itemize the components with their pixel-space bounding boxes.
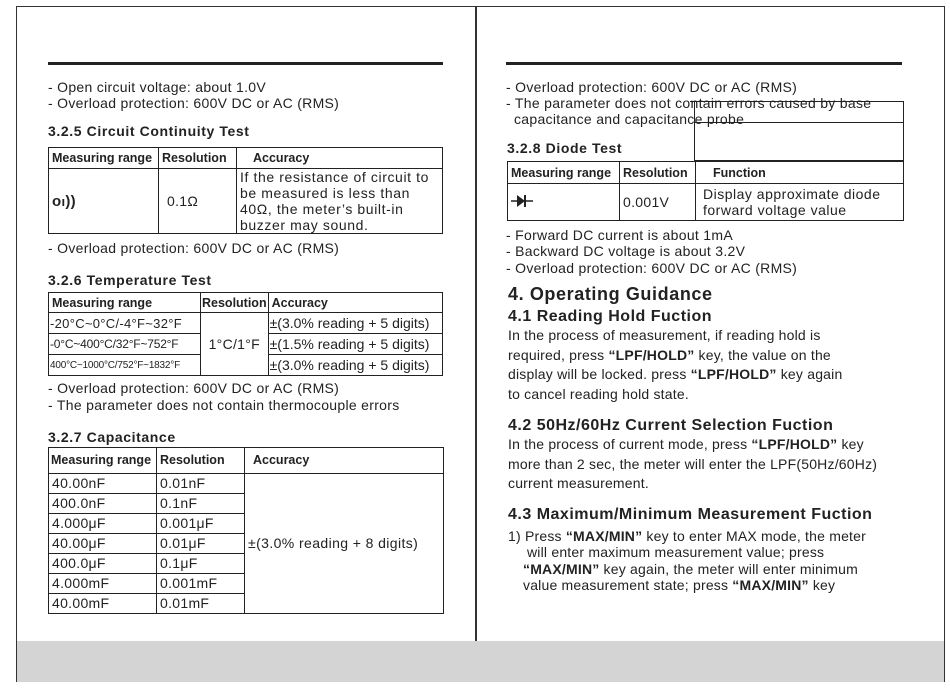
text-line: display will be locked. press “LPF/HOLD”… [508, 366, 843, 382]
header-cell: Measuring range [48, 447, 157, 474]
note-line: - Overload protection: 600V DC or AC (RM… [48, 380, 340, 396]
range-cell: 4.000μF [48, 512, 157, 534]
resolution-cell: 0.001mF [156, 572, 245, 594]
accuracy-line: If the resistance of circuit to [240, 169, 430, 185]
range-cell: 40.00μF [48, 532, 157, 554]
note-line: - Forward DC current is about 1mA [506, 227, 733, 243]
continuity-buzzer-icon: oı)) [48, 168, 159, 234]
text-line: In the process of measurement, if readin… [508, 327, 821, 343]
range-cell: 40.00mF [48, 592, 157, 615]
note-line: - Overload protection: 600V DC or AC (RM… [48, 240, 340, 256]
header-cell: Measuring range [507, 161, 620, 184]
text-line: to cancel reading hold state. [508, 385, 689, 402]
resolution-cell: 1°C/1°F [200, 312, 269, 376]
temperature-table: Measuring range Resolution Accuracy -20°… [48, 292, 444, 376]
left-header-rule [48, 62, 443, 65]
table-row: 40.00nF 0.01nF ±(3.0% reading + 8 digits) [48, 472, 444, 615]
function-line: forward voltage value [703, 202, 847, 218]
resolution-cell: 0.001V [619, 183, 696, 221]
section-heading: 4.3 Maximum/Minimum Measurement Fuction [508, 506, 873, 523]
stray-table-outline [694, 101, 904, 162]
function-line: Display approximate diode [703, 186, 881, 202]
accuracy-line: 40Ω, the meter’s built-in [240, 201, 404, 217]
accuracy-line: be measured is less than [240, 185, 411, 201]
table-row: 4.000mF 0.001mF [48, 572, 444, 594]
page-divider [475, 6, 477, 641]
accuracy-cell: ±(3.0% reading + 5 digits) [267, 354, 444, 376]
table-row: 40.00mF 0.01mF [48, 592, 444, 615]
resolution-cell: 0.01mF [156, 592, 245, 615]
capacitance-table: Measuring range Resolution Accuracy 40.0… [48, 447, 444, 615]
text-line: current measurement. [508, 475, 649, 491]
text-line: required, press “LPF/HOLD” key, the valu… [508, 346, 831, 363]
table-row: 40.00μF 0.01μF [48, 532, 444, 554]
intro-line: - The parameter does not contain errors … [506, 95, 872, 111]
paragraph-4-3: 1) Press “MAX/MIN” key to enter MAX mode… [508, 528, 866, 593]
resolution-cell: 0.01μF [156, 532, 245, 554]
intro-line: capacitance and capacitance probe [514, 111, 745, 127]
resolution-cell: 0.1Ω [158, 168, 237, 234]
intro-line: - Overload protection: 600V DC or AC (RM… [48, 95, 340, 111]
resolution-cell: 0.1μF [156, 552, 245, 574]
resolution-cell: 0.001μF [156, 512, 245, 534]
section-heading: 4.2 50Hz/60Hz Current Selection Fuction [508, 417, 834, 434]
intro-line: - Open circuit voltage: about 1.0V [48, 79, 266, 95]
header-cell: Accuracy [267, 292, 444, 313]
range-cell: 4.000mF [48, 572, 157, 594]
section-heading: 3.2.8 Diode Test [507, 140, 623, 156]
range-cell: 400.0nF [48, 492, 157, 514]
note-line: - The parameter does not contain thermoc… [48, 397, 400, 413]
section-heading: 3.2.6 Temperature Test [48, 272, 212, 288]
resolution-cell: 0.01nF [156, 472, 245, 494]
accuracy-cell: ±(3.0% reading + 8 digits) [244, 472, 444, 615]
overlap-line [690, 101, 902, 102]
header-cell: Function [695, 161, 904, 184]
note-line: - Overload protection: 600V DC or AC (RM… [506, 260, 798, 276]
paragraph-4-2: In the process of current mode, press “L… [508, 435, 877, 494]
text-line: In the process of current mode, press “L… [508, 436, 864, 452]
accuracy-line: buzzer may sound. [240, 217, 369, 233]
range-cell: 400.0μF [48, 552, 157, 574]
header-cell: Resolution [200, 292, 269, 313]
function-cell: Display approximate diode forward voltag… [695, 183, 904, 221]
text-line: will enter maximum measurement value; pr… [527, 544, 825, 561]
range-cell: 400°C~1000°C/752°F~1832°F [48, 354, 201, 376]
header-cell: Resolution [158, 147, 237, 169]
section-heading: 4.1 Reading Hold Fuction [508, 308, 713, 325]
diode-table: Measuring range Resolution Function 0.00… [507, 161, 904, 221]
resolution-cell: 0.1nF [156, 492, 245, 514]
accuracy-cell: ±(1.5% reading + 5 digits) [267, 333, 444, 355]
range-cell: -20°C~0°C/-4°F~32°F [48, 312, 201, 334]
text-line: more than 2 sec, the meter will enter th… [508, 455, 878, 472]
footer-band [17, 641, 944, 682]
text-line: 1) Press “MAX/MIN” key to enter MAX mode… [508, 528, 866, 544]
right-header-rule [506, 62, 902, 65]
table-row: 400.0nF 0.1nF [48, 492, 444, 514]
intro-line: - Overload protection: 600V DC or AC (RM… [506, 79, 798, 95]
note-line: - Backward DC voltage is about 3.2V [506, 243, 746, 259]
stray-table-line [694, 122, 904, 123]
text-line: value measurement state; press “MAX/MIN”… [523, 576, 836, 593]
accuracy-cell: If the resistance of circuit to be measu… [236, 168, 443, 234]
section-heading: 3.2.5 Circuit Continuity Test [48, 123, 250, 139]
header-cell: Measuring range [48, 292, 201, 313]
section-heading: 3.2.7 Capacitance [48, 429, 176, 445]
chapter-heading: 4. Operating Guidance [508, 284, 713, 304]
table-row: 4.000μF 0.001μF [48, 512, 444, 534]
diode-icon [507, 183, 620, 221]
text-line: “MAX/MIN” key again, the meter will ente… [523, 560, 859, 577]
continuity-table: Measuring range Resolution Accuracy oı))… [48, 147, 443, 234]
range-cell: -0°C~400°C/32°F~752°F [48, 333, 201, 355]
accuracy-cell: ±(3.0% reading + 5 digits) [267, 312, 444, 334]
header-cell: Accuracy [236, 147, 443, 169]
range-cell: 40.00nF [48, 472, 157, 494]
header-cell: Measuring range [48, 147, 159, 169]
paragraph-4-1: In the process of measurement, if readin… [508, 326, 842, 404]
header-cell: Resolution [156, 447, 245, 474]
header-cell: Accuracy [244, 447, 444, 474]
header-cell: Resolution [619, 161, 696, 184]
